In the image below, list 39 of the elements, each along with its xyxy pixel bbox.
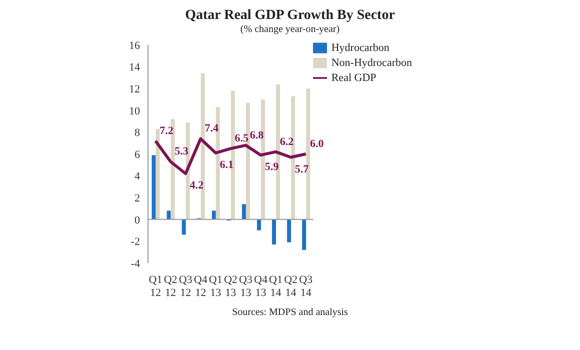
data-label: 7.2 — [160, 124, 174, 137]
data-label: 5.7 — [294, 163, 310, 176]
x-tick-label: Q1 12 — [148, 274, 162, 299]
chart-title: Qatar Real GDP Growth By Sector — [184, 8, 396, 24]
x-tick-label: Q2 14 — [284, 274, 298, 299]
x-tick-label: Q4 13 — [254, 274, 268, 299]
data-label: 6.8 — [250, 129, 264, 142]
legend-label: Non-Hydrocarbon — [331, 57, 412, 69]
y-tick-label: 12 — [129, 84, 140, 96]
y-tick-label: 4 — [134, 170, 140, 183]
y-tick-label: 6 — [134, 148, 140, 161]
y-tick-label: 8 — [134, 127, 140, 140]
y-tick-label: 14 — [129, 62, 140, 74]
data-label: 5.3 — [174, 146, 189, 158]
data-label: 6.5 — [234, 132, 250, 145]
x-tick-label: Q1 13 — [208, 274, 222, 299]
legend-label: Hydrocarbon — [331, 42, 390, 54]
data-label: 6.1 — [220, 158, 234, 171]
data-label: 7.4 — [204, 122, 219, 135]
y-tick-label: 0 — [134, 214, 140, 226]
y-tick-label: 2 — [134, 192, 140, 205]
x-tick-label: Q2 12 — [164, 274, 178, 299]
legend-label: Real GDP — [331, 72, 376, 84]
x-tick-label: Q3 12 — [178, 274, 193, 299]
y-tick-label: 10 — [129, 105, 140, 118]
source-note: Sources: MDPS and analysis — [231, 307, 349, 318]
y-tick-label: -2 — [130, 236, 140, 248]
data-label: 6.2 — [280, 136, 294, 148]
data-label: 5.9 — [264, 161, 280, 174]
data-label: 6.0 — [310, 138, 324, 150]
y-tick-label: 16 — [129, 40, 140, 52]
data-label: 4.2 — [190, 180, 204, 192]
y-tick-label: -4 — [130, 258, 140, 270]
x-tick-label: Q4 12 — [194, 274, 208, 299]
x-tick-label: Q3 13 — [238, 274, 253, 299]
x-tick-label: Q1 14 — [269, 274, 282, 299]
x-tick-label: Q3 14 — [299, 274, 314, 299]
chart-subtitle: (% change year-on-year) — [239, 24, 341, 35]
x-tick-label: Q2 13 — [224, 274, 238, 299]
